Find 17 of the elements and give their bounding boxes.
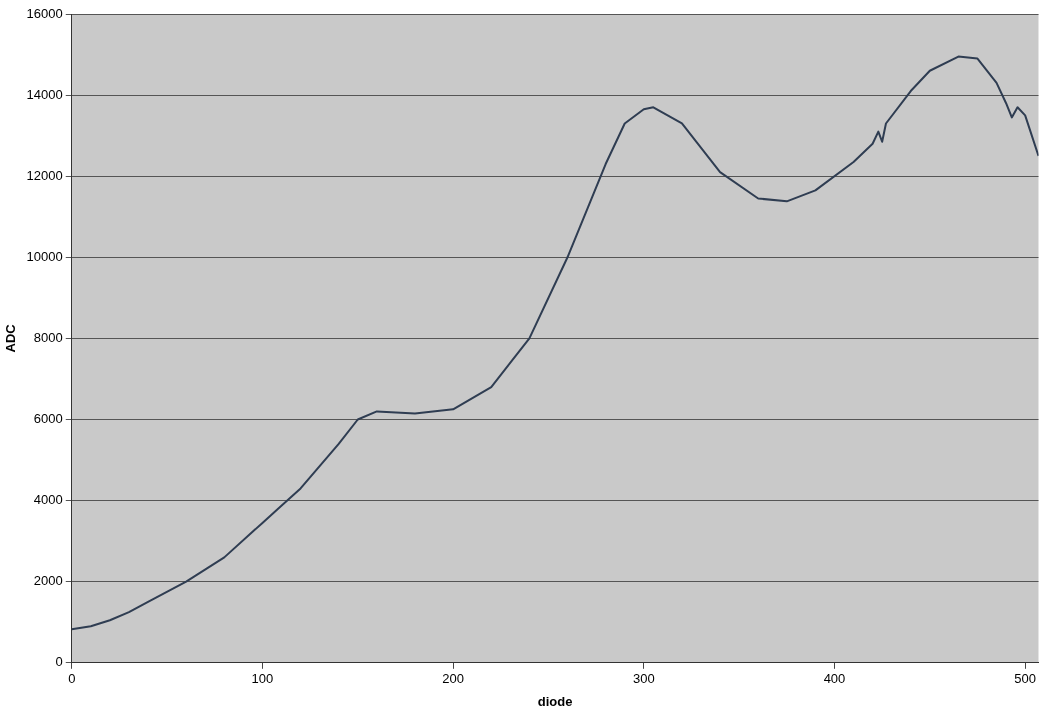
y-tick-label: 16000: [26, 5, 63, 21]
y-tick-label: 12000: [26, 167, 63, 183]
y-tick-label: 10000: [26, 248, 63, 264]
y-tick-label: 14000: [26, 86, 63, 102]
x-tick-label: 100: [251, 671, 274, 687]
x-tick-label: 200: [442, 671, 464, 687]
y-tick-label: 0: [55, 654, 63, 670]
x-axis-title: diode: [537, 693, 573, 709]
y-tick-label: 4000: [33, 492, 63, 508]
x-tick-label: 300: [632, 671, 655, 687]
x-tick-label: 500: [1014, 671, 1037, 687]
x-tick-label: 0: [68, 671, 76, 687]
y-tick-label: 2000: [33, 573, 63, 589]
y-tick-label: 6000: [33, 411, 63, 427]
y-axis-title: ADC: [3, 323, 19, 353]
y-tick-label: 8000: [33, 329, 63, 345]
x-tick-label: 400: [823, 671, 846, 687]
